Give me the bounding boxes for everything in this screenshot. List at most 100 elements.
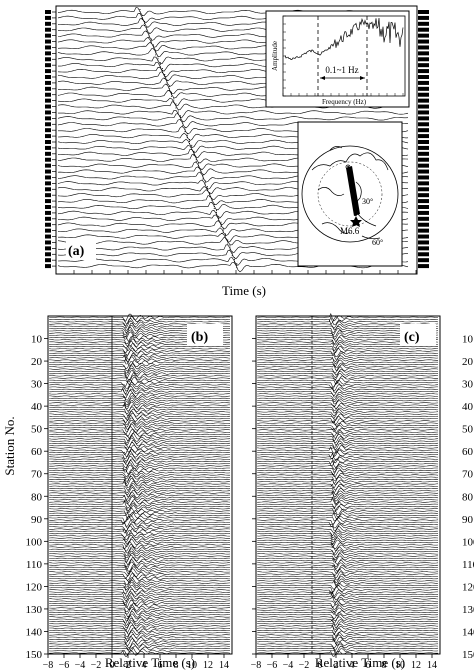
y-tick-label: 100 — [26, 536, 43, 548]
record-trace — [49, 390, 231, 399]
record-trace — [49, 419, 231, 428]
record-trace — [257, 634, 439, 643]
station-code — [418, 33, 429, 38]
x-tick-label: −6 — [267, 660, 278, 671]
station-code — [418, 163, 429, 168]
record-trace — [49, 356, 231, 365]
y-tick-label: 30 — [31, 379, 43, 391]
x-tick-label: 8 — [174, 660, 179, 671]
record-trace — [257, 508, 439, 515]
panel-a-frame — [55, 5, 418, 275]
record-trace — [257, 650, 438, 657]
record-trace — [257, 387, 439, 393]
record-trace — [49, 519, 231, 527]
x-tick-label: 4 — [142, 660, 147, 671]
panel-a-label: (a) — [68, 244, 85, 259]
record-trace — [257, 591, 439, 601]
record-trace — [49, 363, 231, 372]
record-trace — [49, 582, 231, 591]
record-trace — [49, 584, 231, 592]
record-trace — [49, 402, 231, 412]
record-trace — [49, 649, 231, 658]
record-trace — [257, 433, 439, 442]
record-trace — [49, 593, 231, 602]
station-tag — [45, 80, 51, 85]
record-trace — [49, 431, 231, 439]
record-trace — [257, 492, 439, 500]
station-code — [418, 187, 429, 192]
record-trace — [257, 476, 439, 485]
record-trace — [257, 445, 439, 452]
station-tag — [45, 228, 51, 233]
record-trace — [49, 550, 231, 559]
x-tick-label: −8 — [251, 660, 262, 671]
y-tick-label-right: 100 — [462, 536, 474, 548]
record-trace — [49, 566, 230, 574]
station-marker — [345, 164, 351, 170]
record-trace — [257, 394, 438, 401]
record-trace — [257, 576, 439, 583]
trace-line — [57, 113, 409, 123]
record-trace — [257, 424, 439, 433]
record-trace — [257, 600, 438, 609]
record-trace — [257, 440, 439, 448]
station-code — [418, 151, 429, 156]
record-trace — [49, 422, 231, 430]
station-code — [418, 134, 429, 139]
record-trace — [257, 405, 438, 412]
station-tag — [45, 140, 51, 144]
record-trace — [49, 426, 231, 435]
record-trace — [257, 388, 439, 397]
station-tag — [45, 181, 51, 186]
station-tag — [45, 21, 51, 26]
record-trace — [257, 497, 438, 504]
x-tick-label: −2 — [91, 660, 102, 671]
record-trace — [257, 522, 439, 529]
record-trace — [257, 495, 439, 502]
station-code — [418, 80, 429, 85]
record-trace — [257, 636, 439, 645]
record-trace — [257, 384, 438, 392]
record-trace — [49, 543, 230, 552]
record-trace — [257, 603, 438, 610]
station-tag — [45, 98, 51, 103]
record-trace — [49, 645, 231, 653]
record-trace — [257, 614, 439, 622]
record-trace — [49, 554, 230, 564]
record-trace — [49, 536, 230, 545]
record-trace — [49, 448, 231, 457]
record-trace — [257, 539, 439, 548]
station-code — [418, 175, 429, 180]
record-trace — [257, 512, 439, 520]
panel-a-ticks — [45, 10, 429, 274]
record-trace — [257, 321, 439, 329]
record-trace — [49, 444, 231, 453]
station-tag — [45, 134, 51, 139]
record-trace — [49, 370, 231, 378]
station-code — [418, 264, 429, 269]
record-trace — [49, 399, 231, 407]
record-trace — [49, 609, 231, 618]
record-trace — [49, 365, 231, 374]
station-tag — [45, 116, 51, 121]
station-tag — [45, 205, 51, 209]
record-trace — [49, 572, 231, 582]
record-trace — [49, 406, 230, 415]
record-trace — [49, 345, 230, 353]
record-trace — [49, 505, 231, 513]
y-tick-label: 140 — [26, 626, 43, 638]
record-trace — [257, 396, 439, 403]
y-tick-label: 10 — [31, 334, 43, 346]
record-trace — [49, 378, 231, 388]
x-tick-label: −8 — [43, 660, 54, 671]
record-trace — [257, 490, 439, 498]
record-trace — [49, 624, 231, 633]
station-tag — [45, 252, 51, 257]
panel-b-xlabel: Relative Time (s) — [105, 655, 195, 670]
record-trace — [257, 621, 438, 628]
station-tag — [45, 15, 51, 20]
record-trace — [257, 625, 439, 633]
record-trace — [49, 361, 231, 370]
